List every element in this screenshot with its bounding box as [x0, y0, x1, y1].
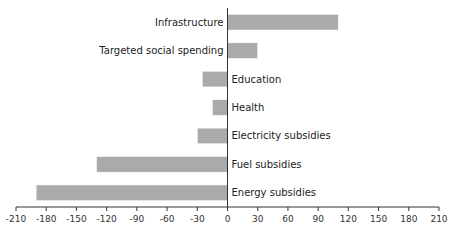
category-label: Fuel subsidies: [232, 159, 302, 170]
bar: [228, 14, 339, 30]
bar: [36, 185, 227, 201]
x-tick-label: -60: [160, 214, 175, 224]
zero-line: [227, 8, 228, 207]
x-tick: [348, 207, 349, 211]
x-tick-label: -90: [130, 214, 145, 224]
x-tick-label: -210: [6, 214, 27, 224]
x-tick-label: 120: [340, 214, 357, 224]
x-tick: [378, 207, 379, 211]
x-tick: [76, 207, 77, 211]
chart-container: -210 -180 -150 -120 -90 -60 -30 0 30 60 90 120 150 18…: [0, 0, 455, 231]
x-ticks: -210 -180 -150 -120 -90 -60 -30 0 30 60 90 120 150 18…: [6, 207, 448, 224]
x-tick-label: -150: [66, 214, 87, 224]
category-labels: Energy subsidies Fuel subsidies Electricit…: [98, 17, 330, 199]
category-label: Education: [232, 74, 282, 85]
x-tick: [136, 207, 137, 211]
x-tick-label: -180: [36, 214, 57, 224]
bar: [212, 100, 227, 116]
x-tick-label: -120: [96, 214, 117, 224]
x-tick: [106, 207, 107, 211]
x-tick: [167, 207, 168, 211]
category-label: Electricity subsidies: [232, 130, 331, 141]
x-tick: [318, 207, 319, 211]
category-label: Health: [232, 102, 265, 113]
x-tick-label: 90: [312, 214, 324, 224]
x-tick-label: 150: [370, 214, 387, 224]
x-tick-label: 0: [225, 214, 231, 224]
bar: [202, 71, 227, 87]
x-tick-label: 210: [430, 214, 447, 224]
x-tick: [439, 207, 440, 211]
bars: [36, 14, 338, 200]
x-tick-label: 180: [400, 214, 417, 224]
category-label: Targeted social spending: [98, 45, 223, 56]
x-tick: [16, 207, 17, 211]
chart: -210 -180 -150 -120 -90 -60 -30 0 30 60 90 120 150 18…: [0, 0, 455, 231]
x-tick: [287, 207, 288, 211]
x-tick-label: 60: [282, 214, 294, 224]
bar: [228, 43, 258, 59]
x-tick-label: 30: [252, 214, 264, 224]
x-tick: [257, 207, 258, 211]
x-tick: [197, 207, 198, 211]
category-label: Infrastructure: [155, 17, 223, 28]
bar: [97, 157, 228, 173]
x-tick: [46, 207, 47, 211]
x-tick: [227, 207, 228, 211]
x-tick: [408, 207, 409, 211]
category-label: Energy subsidies: [232, 187, 317, 198]
x-tick-label: -30: [190, 214, 205, 224]
bar: [197, 128, 227, 144]
